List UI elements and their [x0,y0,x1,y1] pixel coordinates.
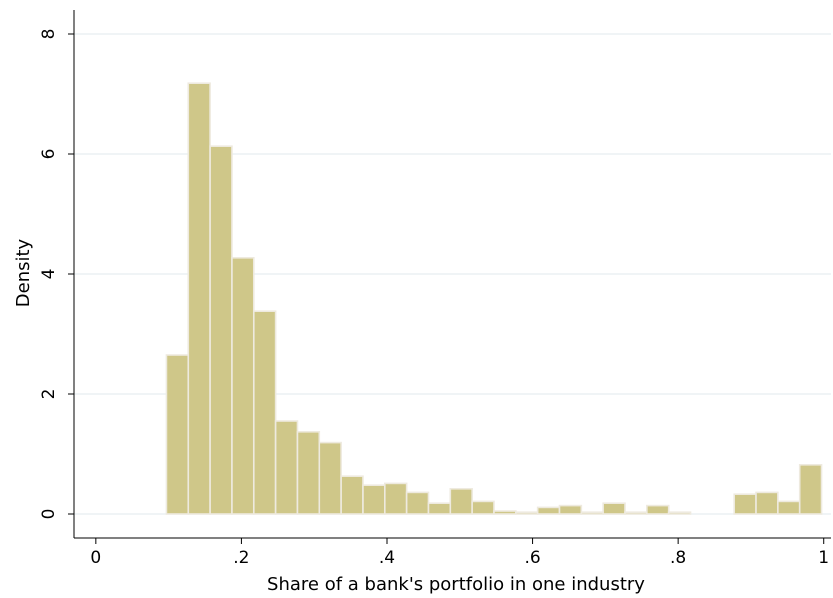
y-ticks: 0 2 4 6 8 [39,29,74,520]
histogram-bar [646,504,670,515]
histogram-bars [165,82,823,515]
histogram-bar [798,463,823,515]
histogram-bar [209,145,233,515]
histogram-bar [340,475,364,515]
x-tick-label: .2 [233,548,249,568]
y-tick-label: 2 [39,389,59,400]
x-tick-label: 1 [818,548,829,568]
histogram-bar [471,500,495,515]
histogram-bar [624,511,648,515]
histogram-bar [362,484,386,515]
histogram-bar [733,493,757,515]
histogram-bar [580,511,604,515]
x-tick-label: .8 [670,548,686,568]
histogram-bar [318,441,342,515]
histogram-bar [449,487,473,515]
histogram-bar [755,491,779,515]
histogram-bar [602,502,626,515]
histogram-bar [252,310,277,515]
y-tick-label: 8 [39,29,59,40]
y-tick-label: 6 [39,149,59,160]
histogram-bar [405,491,430,515]
x-tick-label: .4 [379,548,395,568]
histogram-bar [187,82,211,515]
histogram-bar [231,256,255,515]
histogram-bar [384,482,408,515]
x-tick-label: .6 [524,548,540,568]
histogram-bar [777,500,801,515]
histogram-bar [296,430,321,515]
histogram-bar [493,510,517,515]
y-tick-label: 0 [39,509,59,520]
histogram-bar [165,354,190,515]
histogram-bar [274,420,299,515]
y-axis-title: Density [13,238,34,307]
histogram-bar [558,504,583,515]
histogram-bar [515,511,539,515]
histogram-bar [667,511,692,515]
x-tick-label: 0 [90,548,101,568]
histogram-bar [427,502,452,515]
histogram-bar [536,506,561,515]
x-axis-title: Share of a bank's portfolio in one indus… [267,574,645,595]
x-ticks: 0 .2 .4 .6 .8 1 [90,538,829,568]
y-tick-label: 4 [39,269,59,280]
